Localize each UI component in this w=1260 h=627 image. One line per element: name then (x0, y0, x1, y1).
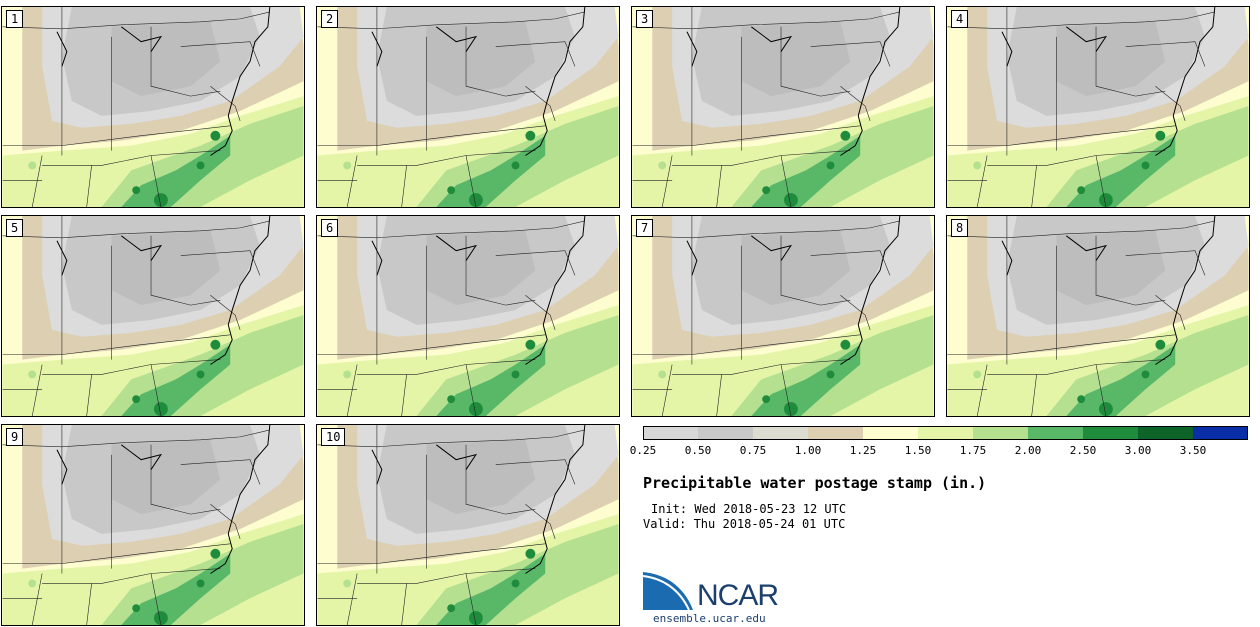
colorbar-swatch (808, 426, 863, 440)
colorbar-tick-label: 3.50 (1179, 444, 1207, 457)
panel-6: 6 (316, 215, 620, 417)
panel-label: 9 (6, 428, 24, 446)
colorbar-swatch (863, 426, 918, 440)
precipitable-water-map (317, 425, 619, 625)
panel-1: 1 (1, 6, 305, 208)
colorbar-tick-label: 0.25 (629, 444, 657, 457)
panel-label: 7 (636, 219, 654, 237)
precipitable-water-map (317, 216, 619, 416)
precipitable-water-map (317, 7, 619, 207)
colorbar-tick-label: 1.25 (849, 444, 877, 457)
colorbar-tick-label: 1.50 (904, 444, 932, 457)
panel-9: 9 (1, 424, 305, 626)
colorbar-swatch (753, 426, 808, 440)
colorbar-tick-label: 1.75 (959, 444, 987, 457)
colorbar-ticks: 0.25 0.50 0.75 1.00 1.25 1.50 1.75 2.00 2.50 3.00… (630, 444, 1248, 458)
page-title: Precipitable water postage stamp (in.) (643, 474, 987, 492)
colorbar-swatch (918, 426, 973, 440)
panel-label: 1 (6, 10, 24, 28)
panel-label: 5 (6, 219, 24, 237)
site-url: ensemble.ucar.edu (653, 612, 766, 625)
panel-7: 7 (631, 215, 935, 417)
colorbar-swatch (973, 426, 1028, 440)
panel-label: 2 (321, 10, 339, 28)
panel-label: 4 (951, 10, 969, 28)
logo-text: NCAR (697, 579, 779, 612)
colorbar-tick-label: 2.50 (1069, 444, 1097, 457)
precipitable-water-map (632, 216, 934, 416)
panel-label: 8 (951, 219, 969, 237)
panel-4: 4 (946, 6, 1250, 208)
panel-2: 2 (316, 6, 620, 208)
panel-label: 3 (636, 10, 654, 28)
panel-label: 6 (321, 219, 339, 237)
colorbar-swatch (1083, 426, 1138, 440)
precipitable-water-map (947, 7, 1249, 207)
colorbar-swatch (1138, 426, 1193, 440)
precipitable-water-map (947, 216, 1249, 416)
init-time: Init: Wed 2018-05-23 12 UTC (651, 502, 847, 516)
ncar-logo-icon (643, 572, 693, 611)
colorbar-tick-label: 2.00 (1014, 444, 1042, 457)
panel-5: 5 (1, 215, 305, 417)
precipitable-water-map (2, 216, 304, 416)
precipitable-water-map (632, 7, 934, 207)
colorbar-swatch (698, 426, 753, 440)
colorbar-tick-label: 0.75 (739, 444, 767, 457)
colorbar-swatch (1028, 426, 1083, 440)
colorbar-tick-label: 1.00 (794, 444, 822, 457)
panel-8: 8 (946, 215, 1250, 417)
precipitable-water-map (2, 425, 304, 625)
colorbar-swatch (643, 426, 698, 440)
panel-10: 10 (316, 424, 620, 626)
colorbar-tick-label: 0.50 (684, 444, 712, 457)
panel-label: 10 (321, 428, 346, 446)
panel-3: 3 (631, 6, 935, 208)
colorbar (643, 426, 1248, 440)
colorbar-swatch (1193, 426, 1248, 440)
colorbar-tick-label: 3.00 (1124, 444, 1152, 457)
precipitable-water-map (2, 7, 304, 207)
valid-time: Valid: Thu 2018-05-24 01 UTC (643, 517, 846, 531)
